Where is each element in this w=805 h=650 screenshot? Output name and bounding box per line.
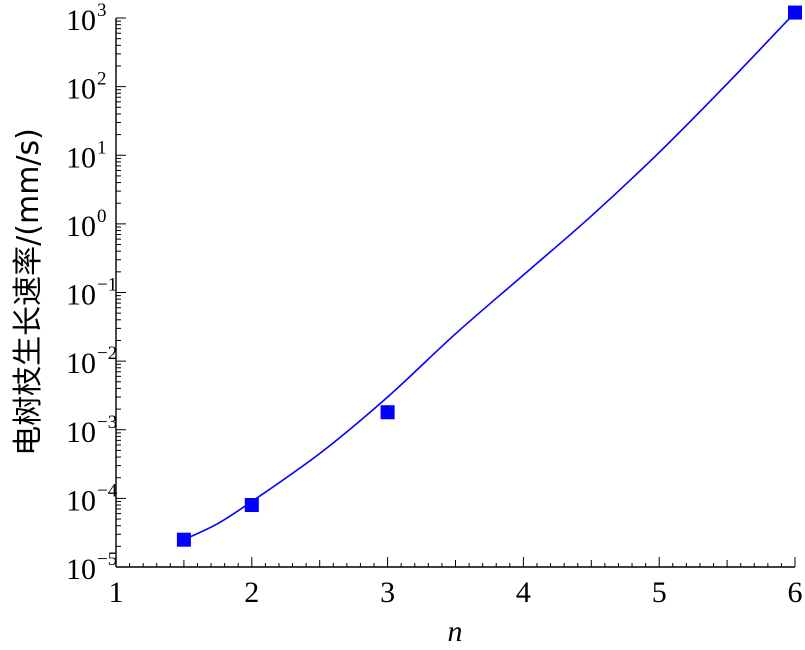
y-tick-label: 10 1	[66, 137, 107, 174]
y-tick-label-base: 10	[66, 416, 96, 449]
x-tick-label: 6	[788, 576, 803, 609]
y-tick-label: 10 −4	[66, 480, 118, 517]
y-tick-label-base: 10	[66, 553, 96, 586]
data-point-marker	[244, 498, 259, 513]
y-tick-label: 10 −1	[66, 275, 117, 312]
y-tick-label-base: 10	[66, 4, 96, 37]
axes-frame	[115, 18, 795, 568]
y-tick-label-exponent: 3	[97, 0, 107, 21]
data-point-marker	[788, 5, 802, 20]
x-tick-label: 1	[109, 576, 124, 609]
x-axis-title: n	[448, 615, 463, 648]
data-point-marker	[380, 405, 395, 420]
y-tick-label: 10 3	[66, 0, 107, 37]
y-tick-label-exponent: 2	[97, 69, 107, 90]
y-tick-label: 10 2	[66, 69, 107, 106]
y-tick-label-exponent: 1	[97, 137, 107, 158]
x-tick-label: 4	[516, 576, 531, 609]
y-tick-label: 10 0	[66, 206, 107, 243]
data-markers	[176, 5, 802, 547]
x-tick-label: 5	[652, 576, 667, 609]
x-ticks	[115, 557, 796, 567]
y-tick-label-base: 10	[66, 347, 96, 380]
y-tick-label-exponent: −2	[97, 343, 117, 364]
x-tick-label: 2	[244, 576, 259, 609]
y-tick-label-base: 10	[66, 484, 96, 517]
y-tick-label-exponent: −3	[97, 412, 117, 433]
y-tick-label-base: 10	[66, 279, 96, 312]
y-tick-label: 10 −2	[66, 343, 117, 380]
y-ticks	[116, 17, 126, 568]
data-point-marker	[176, 532, 191, 547]
y-axis-title: 电树枝生长速率/(mm/s)	[11, 128, 46, 456]
y-tick-label-exponent: −5	[97, 549, 117, 570]
y-tick-label-exponent: 0	[97, 206, 107, 227]
y-tick-label: 10 −5	[66, 549, 117, 586]
y-tick-label-base: 10	[66, 141, 96, 174]
x-tick-labels: 1 2 3 4 5 6	[109, 576, 803, 609]
y-tick-label-base: 10	[66, 73, 96, 106]
fit-line	[183, 12, 796, 541]
y-tick-label-exponent: −4	[97, 480, 118, 501]
x-tick-label: 3	[380, 576, 395, 609]
y-tick-label: 10 −3	[66, 412, 117, 449]
y-tick-label-exponent: −1	[97, 275, 117, 296]
y-tick-label-base: 10	[66, 210, 96, 243]
